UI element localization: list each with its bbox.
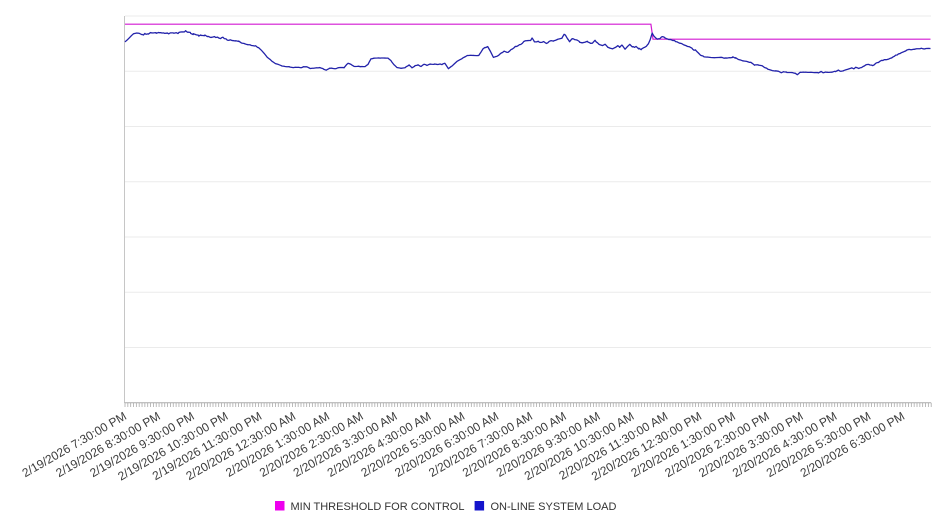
- svg-text:ON-LINE SYSTEM LOAD: ON-LINE SYSTEM LOAD: [491, 501, 617, 513]
- svg-text:MIN THRESHOLD FOR CONTROL: MIN THRESHOLD FOR CONTROL: [291, 501, 465, 513]
